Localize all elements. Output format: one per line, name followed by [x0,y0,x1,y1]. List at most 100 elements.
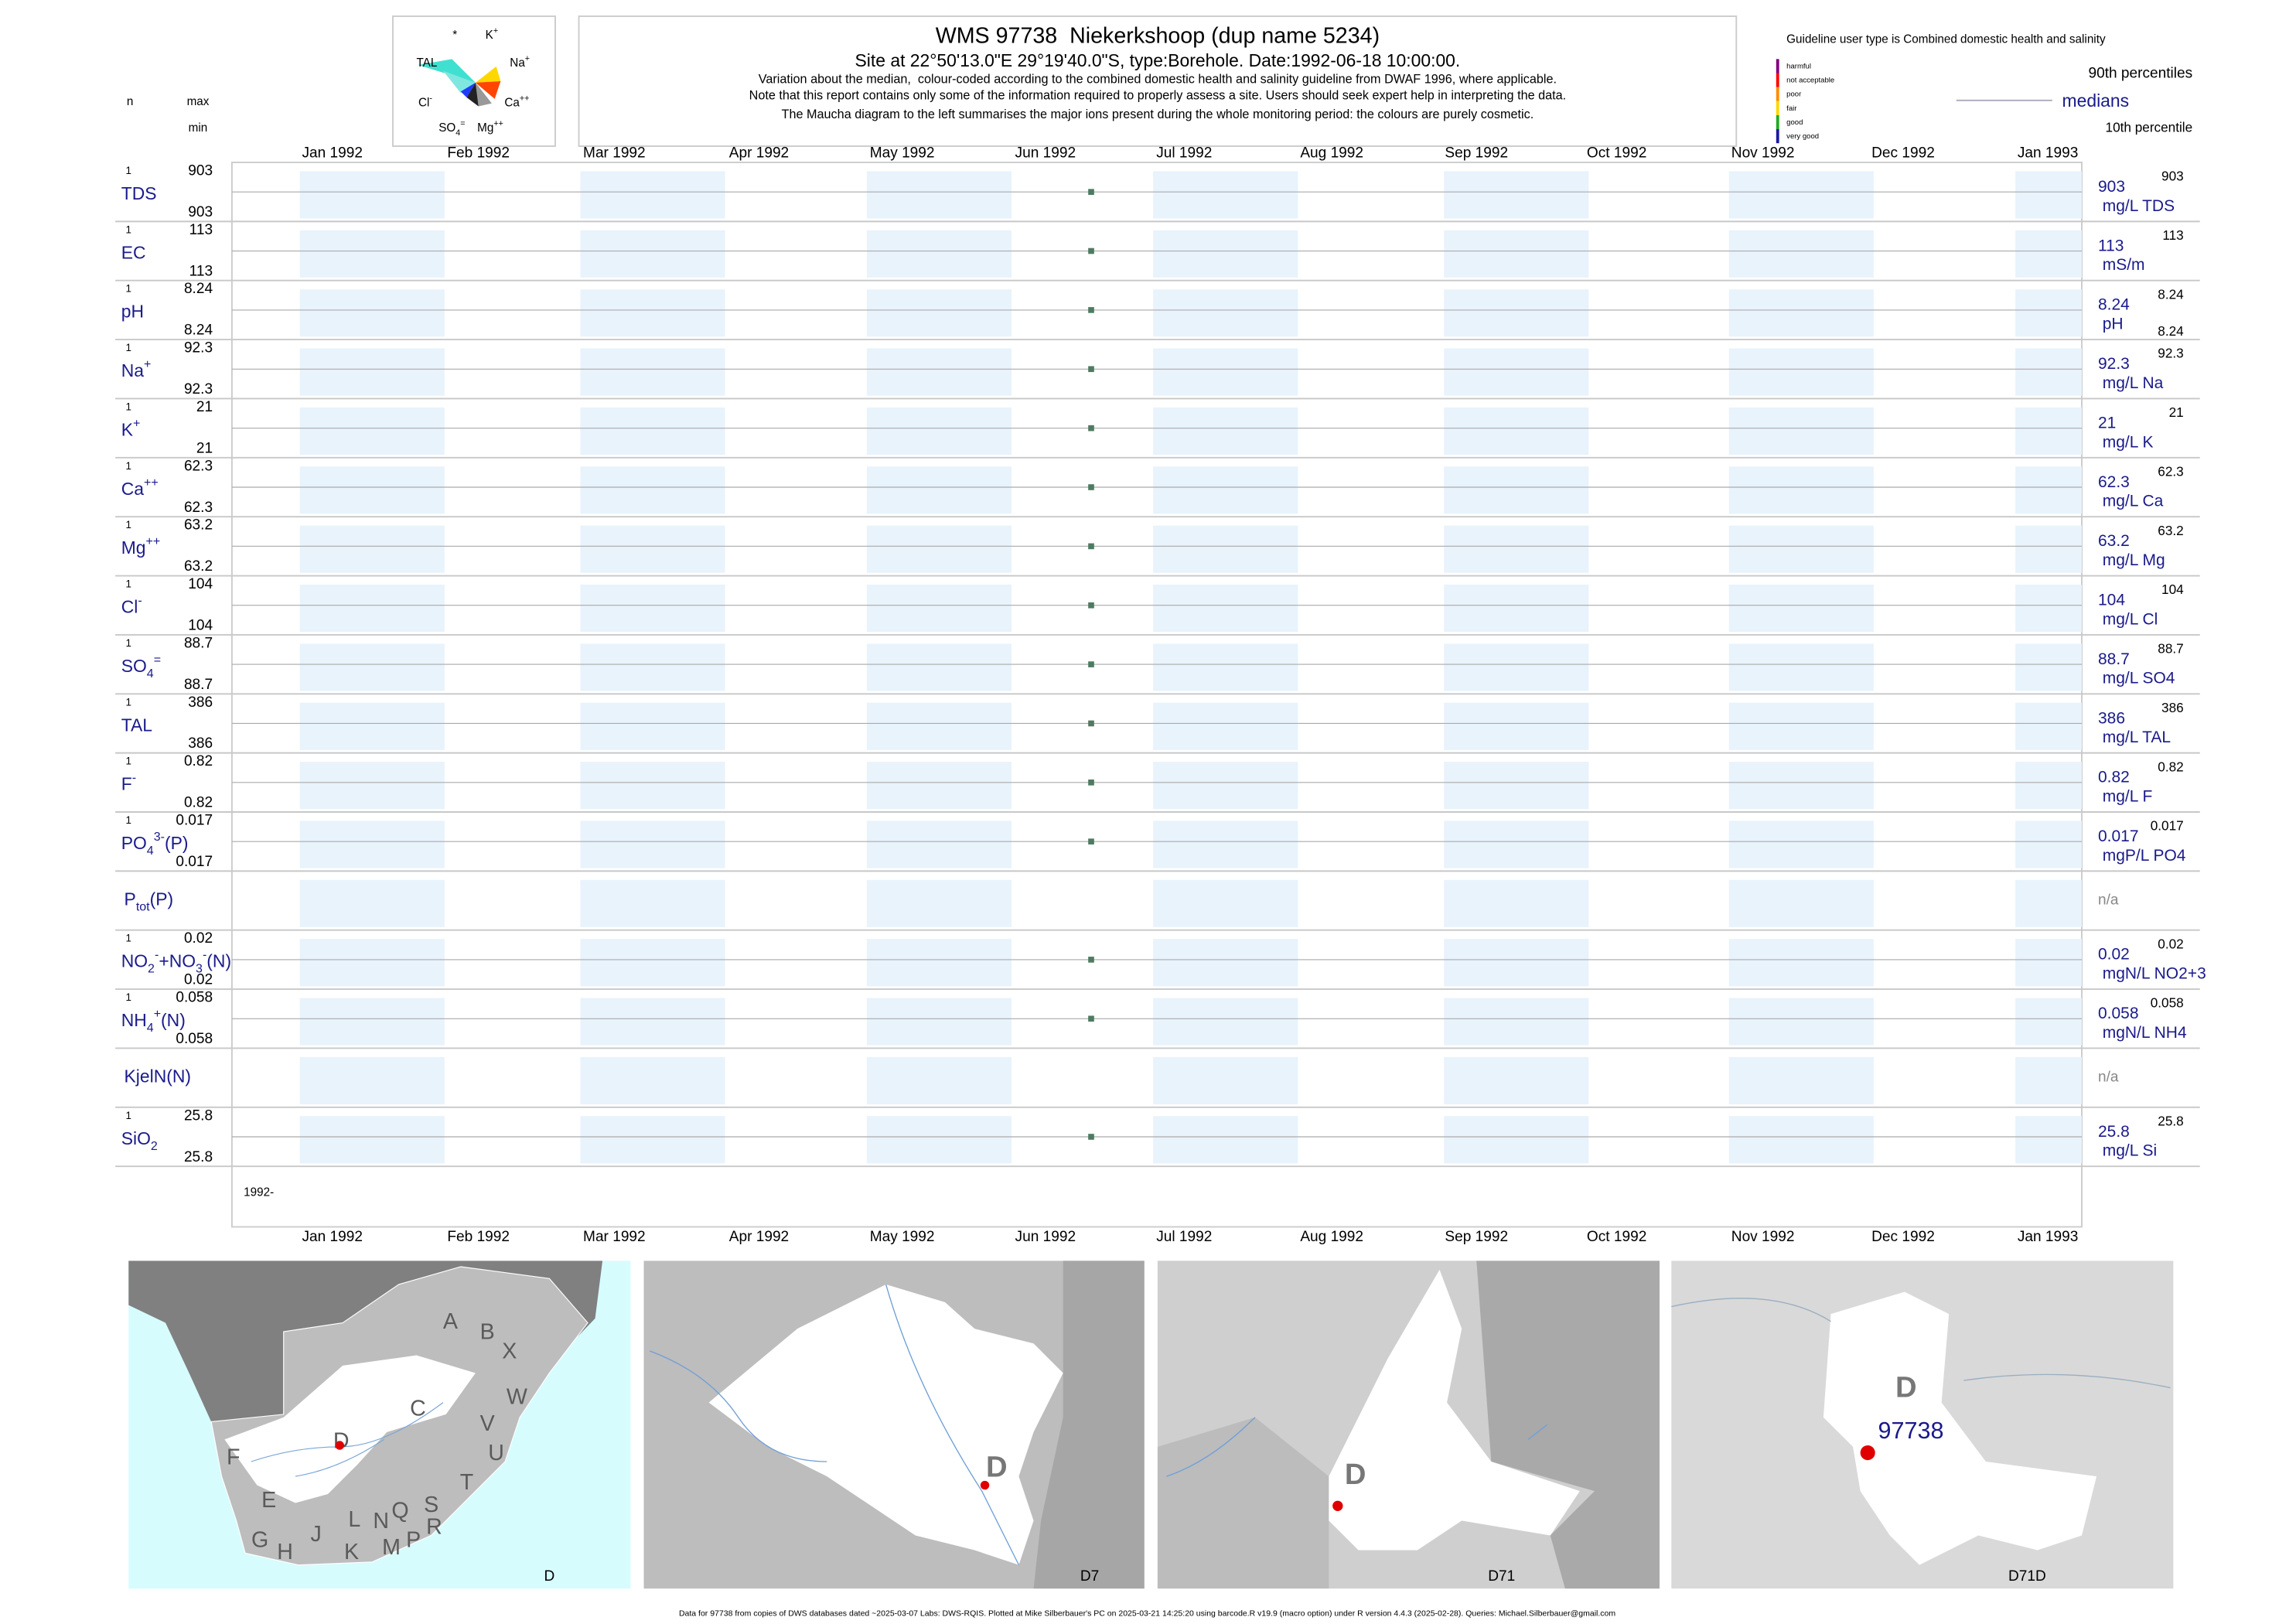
sample-point [1088,366,1094,373]
region-label: X [502,1339,517,1363]
month-label: Jan 1993 [2018,145,2079,162]
label-part: (P) [150,889,174,909]
month-band [866,821,1012,868]
min-value: 104 [188,618,213,634]
month-band [2015,407,2082,455]
label-part: K [486,29,494,42]
month-band [1728,466,1874,514]
month-band [2015,289,2082,337]
p10-legend: 10th percentile [2106,120,2193,135]
legend-level: fair [1786,104,1797,113]
median-value: 25.8 [2098,1123,2130,1141]
month-band [1444,466,1589,514]
superscript: = [460,119,465,128]
n-value: 1 [125,1110,131,1121]
month-band [1728,171,1874,219]
month-band [866,407,1012,455]
month-band [866,879,1012,927]
min-value: 0.82 [184,795,213,811]
month-band [1444,702,1589,750]
unit: mg/L TDS [2103,197,2175,215]
month-band [299,348,445,396]
label-part: (N) [206,951,231,971]
maucha-label: Ca++ [504,94,529,109]
catchment-label: D [1895,1371,1917,1404]
month-band [299,879,445,927]
parameter-label: TAL [121,715,152,735]
month-band [1153,702,1298,750]
month-band [1728,230,1874,278]
label-part: Ca [121,479,145,499]
month-band [1153,230,1298,278]
unit: mS/m [2103,256,2145,274]
max-value: 0.02 [184,930,213,947]
p90-value: 21 [2169,404,2184,420]
n-value: 1 [125,223,131,235]
month-band [1153,762,1298,810]
month-band [1153,407,1298,455]
month-label: Jan 1992 [302,1229,363,1245]
month-band [2015,585,2082,633]
month-band [299,762,445,810]
month-band [1153,466,1298,514]
region-label: K [344,1540,359,1564]
p90-value: 88.7 [2158,641,2183,657]
n-value: 1 [125,637,131,649]
month-band [1728,407,1874,455]
min-header: min [189,121,208,135]
superscript: - [203,948,206,962]
month-band [580,998,725,1046]
min-value: 21 [196,440,213,456]
month-band [1444,939,1589,987]
month-label: May 1992 [870,145,935,162]
label-part: EC [121,242,146,262]
unit: mg/L K [2103,433,2154,451]
month-label: May 1992 [870,1229,935,1245]
month-band [580,939,725,987]
max-value: 88.7 [184,635,213,651]
maps: ABXWCVUTSRQPMNKLJHGEFDDD7D71D71DDDD97738 [128,1261,2174,1589]
unit: mg/L Ca [2103,493,2164,510]
median-value: 63.2 [2098,532,2130,550]
label-part: Mg [477,121,493,135]
subscript: 2 [148,962,155,976]
sample-point [1088,189,1094,195]
median-value: 0.017 [2098,827,2139,845]
label-part: SiO [121,1128,151,1148]
month-band [866,702,1012,750]
max-value: 62.3 [184,458,213,474]
month-band [2015,1116,2082,1164]
month-band [1153,998,1298,1046]
n-value: 1 [125,401,131,412]
month-band [299,821,445,868]
month-band [2015,171,2082,219]
parameter-label: KjelN(N) [125,1066,191,1087]
month-label: Jan 1993 [2018,1229,2079,1245]
month-band [580,525,725,573]
unit: mgN/L NO2+3 [2103,965,2206,983]
month-band [1444,879,1589,927]
month-band [299,289,445,337]
map-panel-label: D71D [2008,1568,2046,1585]
unit: mg/L F [2103,787,2153,805]
site-marker [980,1480,990,1490]
label-part: NH [121,1010,147,1030]
month-band [299,702,445,750]
parameter-label: EC [121,242,146,262]
region-label: G [251,1528,268,1553]
region-label: S [424,1493,438,1517]
legend-swatch [1776,59,1779,73]
month-label: Apr 1992 [729,1229,789,1245]
p90-value: 62.3 [2158,463,2183,479]
parameter-label: Cl- [121,594,142,617]
median-value: 104 [2098,592,2125,609]
min-value: 63.2 [184,558,213,575]
month-band [580,643,725,691]
label-part: NO [121,951,148,971]
legend-swatch [1776,87,1779,101]
month-band [1728,1056,1874,1104]
month-band [580,407,725,455]
p90-legend: 90th percentiles [2088,66,2192,82]
month-band [299,1116,445,1164]
sample-point [1088,957,1094,963]
